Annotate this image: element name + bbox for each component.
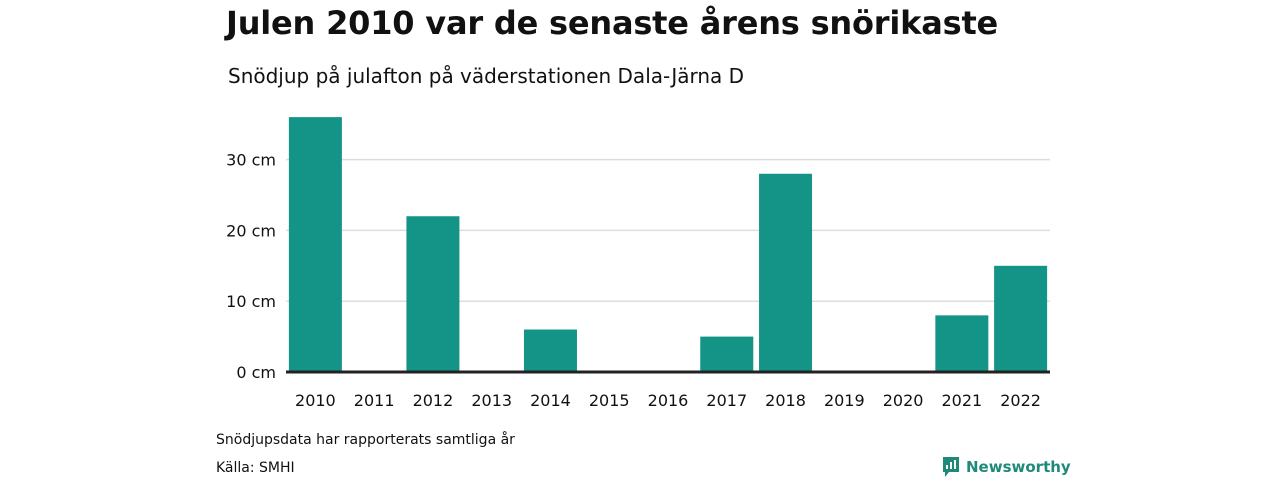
x-tick-label: 2018 [765, 391, 806, 410]
y-tick-label: 20 cm [226, 221, 276, 240]
bar [935, 315, 989, 372]
brand-name: Newsworthy [966, 458, 1071, 476]
source-note: Källa: SMHI [216, 460, 295, 476]
newsworthy-logo-icon [943, 457, 959, 477]
bar [759, 173, 813, 372]
x-tick-label: 2017 [706, 391, 747, 410]
y-tick-label: 30 cm [226, 151, 276, 170]
x-tick-label: 2020 [883, 391, 924, 410]
chart-title: Julen 2010 var de senaste årens snörikas… [226, 4, 999, 42]
x-tick-label: 2010 [295, 391, 336, 410]
x-tick-label: 2022 [1000, 391, 1041, 410]
bar [288, 117, 342, 373]
grid-lines [286, 158, 1050, 302]
bar [523, 329, 577, 372]
bar-chart: 0 cm 10 cm 20 cm 30 cm 2010 2011 2012 2013 2014 2… [226, 117, 1050, 410]
chart-subtitle: Snödjup på julafton på väderstationen Da… [228, 64, 745, 88]
axes: 0 cm 10 cm 20 cm 30 cm 2010 2011 2012 2013 2014 2… [226, 151, 1050, 410]
y-tick-label: 0 cm [236, 363, 276, 382]
y-tick-label: 10 cm [226, 292, 276, 311]
bar [406, 216, 460, 372]
x-tick-label: 2011 [354, 391, 395, 410]
footnote: Snödjupsdata har rapporterats samtliga å… [216, 432, 515, 448]
x-tick-label: 2014 [530, 391, 571, 410]
x-tick-label: 2012 [413, 391, 454, 410]
x-tick-label: 2013 [471, 391, 512, 410]
x-tick-label: 2019 [824, 391, 865, 410]
x-tick-label: 2021 [941, 391, 982, 410]
brand: Newsworthy [942, 456, 1071, 478]
bars [288, 117, 1048, 373]
bar [700, 336, 754, 372]
bar [994, 265, 1048, 372]
x-tick-label: 2015 [589, 391, 630, 410]
x-tick-label: 2016 [648, 391, 689, 410]
